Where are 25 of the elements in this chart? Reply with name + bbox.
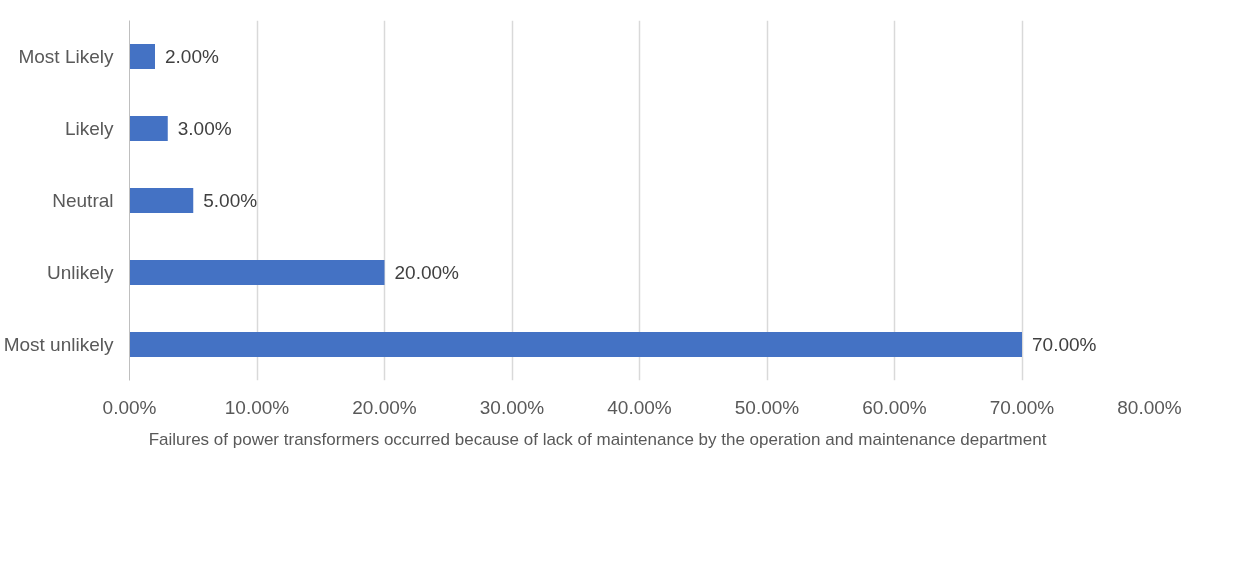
data-label: 70.00% [1032, 334, 1097, 355]
data-label: 2.00% [165, 46, 219, 67]
y-tick-label: Unlikely [46, 262, 114, 283]
bar [129, 259, 385, 286]
x-tick-label: 0.00% [102, 396, 157, 418]
x-tick-label: 20.00% [352, 396, 417, 418]
data-label: 3.00% [177, 118, 232, 139]
y-tick-label: Neutral [52, 190, 114, 211]
x-tick-label: 40.00% [607, 396, 672, 418]
data-label: 20.00% [394, 262, 460, 283]
x-tick-label: 30.00% [479, 396, 545, 418]
x-tick-label: 50.00% [734, 396, 800, 418]
bar [129, 187, 194, 214]
y-tick-label: Likely [64, 118, 114, 139]
x-tick-label: 70.00% [989, 396, 1055, 418]
x-tick-label: 10.00% [224, 396, 290, 418]
x-tick-label: 80.00% [1117, 396, 1182, 418]
text: Failures of power transformers occurred because of lack of maintenance by the operation and maintenance department [148, 430, 1047, 450]
data-label: 5.00% [203, 190, 258, 211]
bar [129, 331, 1022, 358]
y-tick-label: Most Likely [18, 46, 114, 67]
bar [129, 115, 168, 142]
x-tick-label: 60.00% [862, 396, 927, 418]
bar [129, 43, 155, 70]
y-tick-label: Most unlikely [3, 334, 114, 355]
